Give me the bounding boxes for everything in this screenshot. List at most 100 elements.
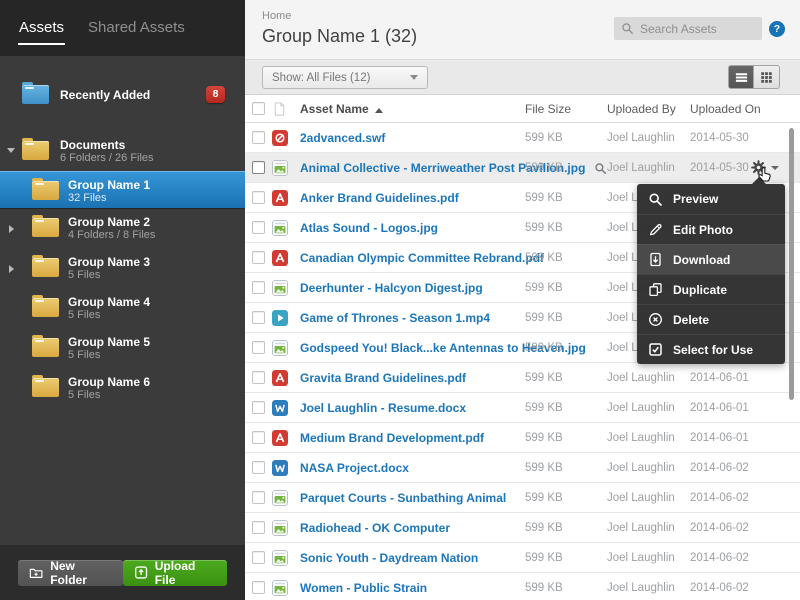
asset-name-link[interactable]: Parquet Courts - Sunbathing Animal (300, 491, 507, 505)
row-checkbox[interactable] (252, 551, 265, 564)
grid-view-button[interactable] (754, 65, 780, 89)
folder-label: Group Name 6 (68, 375, 151, 389)
magnifier-icon (648, 192, 663, 207)
table-row[interactable]: Gravita Brand Guidelines.pdf 599 KB Joel L… (245, 363, 800, 393)
pdf-file-icon (272, 250, 288, 266)
chevron-right-icon[interactable] (9, 225, 14, 233)
pdf-file-icon (272, 430, 288, 446)
sidebar-item-documents[interactable]: Documents 6 Folders / 26 Files (0, 131, 245, 171)
asset-name-link[interactable]: Gravita Brand Guidelines.pdf (300, 371, 467, 385)
table-header: Asset Name File Size Uploaded By Uploade… (245, 95, 800, 123)
table-row[interactable]: NASA Project.docx 599 KB Joel Laughlin 2014… (245, 453, 800, 483)
table-row[interactable]: Animal Collective - Merriweather Post Pa… (245, 153, 800, 183)
asset-name-link[interactable]: Women - Public Strain (300, 581, 428, 595)
upload-file-button[interactable]: Upload File (122, 559, 227, 587)
row-checkbox[interactable] (252, 341, 265, 354)
vertical-scrollbar[interactable] (789, 128, 794, 400)
menu-item-label: Duplicate (673, 282, 728, 297)
asset-name-link[interactable]: Canadian Olympic Committee Rebrand.pdf (300, 251, 545, 265)
file-size-cell: 599 KB (525, 582, 563, 594)
asset-name-link[interactable]: Joel Laughlin - Resume.docx (300, 401, 467, 415)
row-actions-button[interactable] (750, 159, 779, 176)
table-row[interactable]: Women - Public Strain 599 KB Joel Laughlin… (245, 573, 800, 600)
uploaded-by-cell: Joel Laughlin (607, 522, 675, 534)
table-row[interactable]: Medium Brand Development.pdf 599 KB Joel L… (245, 423, 800, 453)
row-checkbox[interactable] (252, 191, 265, 204)
row-checkbox[interactable] (252, 131, 265, 144)
asset-name-link[interactable]: Atlas Sound - Logos.jpg (300, 221, 438, 235)
row-checkbox[interactable] (252, 401, 265, 414)
uploaded-by-cell: Joel Laughlin (607, 402, 675, 414)
chevron-down-icon[interactable] (7, 148, 15, 153)
list-view-button[interactable] (728, 65, 754, 89)
breadcrumb[interactable]: Home (262, 10, 292, 22)
row-checkbox[interactable] (252, 521, 265, 534)
table-row[interactable]: Game of Thrones - Season 1.mp4 599 KB Joel… (245, 303, 800, 333)
row-checkbox[interactable] (252, 581, 265, 594)
search-input[interactable] (640, 21, 755, 36)
sidebar-item-group-name-1[interactable]: Group Name 1 32 Files (0, 171, 245, 208)
menu-item-delete[interactable]: Delete (637, 304, 785, 334)
tab-shared-assets[interactable]: Shared Assets (88, 19, 185, 36)
jpg-file-icon (272, 490, 288, 506)
asset-name-link[interactable]: 2advanced.swf (300, 131, 386, 145)
asset-name-link[interactable]: Medium Brand Development.pdf (300, 431, 485, 445)
row-checkbox[interactable] (252, 311, 265, 324)
menu-item-label: Delete (673, 312, 710, 327)
column-uploaded-by[interactable]: Uploaded By (607, 102, 676, 116)
menu-item-label: Preview (673, 192, 719, 206)
menu-item-label: Download (673, 252, 731, 267)
table-row[interactable]: 2advanced.swf 599 KB Joel Laughlin 2014-05-… (245, 123, 800, 153)
row-checkbox[interactable] (252, 371, 265, 384)
asset-name-link[interactable]: Anker Brand Guidelines.pdf (300, 191, 459, 205)
asset-name-link[interactable]: Sonic Youth - Daydream Nation (300, 551, 479, 565)
select-all-checkbox[interactable] (252, 102, 265, 115)
asset-name-link[interactable]: NASA Project.docx (300, 461, 409, 475)
chevron-right-icon[interactable] (9, 265, 14, 273)
show-filter-dropdown[interactable]: Show: All Files (12) (262, 66, 428, 89)
jpg-file-icon (272, 220, 288, 236)
row-checkbox[interactable] (252, 281, 265, 294)
table-row[interactable]: Joel Laughlin - Resume.docx 599 KB Joel La… (245, 393, 800, 423)
asset-name-link[interactable]: Radiohead - OK Computer (300, 521, 451, 535)
asset-name-link[interactable]: Game of Thrones - Season 1.mp4 (300, 311, 491, 325)
table-row[interactable]: Parquet Courts - Sunbathing Animal 599 KB… (245, 483, 800, 513)
asset-name-link[interactable]: Deerhunter - Halcyon Digest.jpg (300, 281, 483, 295)
menu-item-duplicate[interactable]: Duplicate (637, 274, 785, 304)
column-uploaded-on[interactable]: Uploaded On (690, 102, 761, 116)
column-asset-name[interactable]: Asset Name (300, 95, 383, 123)
chevron-down-icon (771, 165, 779, 170)
row-checkbox[interactable] (252, 251, 265, 264)
folder-label: Group Name 3 (68, 255, 151, 269)
sidebar-item-recently-added[interactable]: Recently Added 8 (0, 75, 245, 115)
table-row[interactable]: Sonic Youth - Daydream Nation 599 KB Joel … (245, 543, 800, 573)
folder-label: Group Name 1 (68, 178, 151, 192)
menu-item-preview[interactable]: Preview (637, 184, 785, 214)
new-folder-button[interactable]: New Folder (18, 559, 123, 587)
row-checkbox[interactable] (252, 461, 265, 474)
menu-item-download[interactable]: Download (637, 244, 785, 274)
row-checkbox[interactable] (252, 431, 265, 444)
pencil-icon (648, 222, 663, 237)
help-button[interactable]: ? (769, 21, 785, 37)
asset-name-link[interactable]: Godspeed You! Black...ke Antennas to Hea… (300, 341, 586, 355)
row-checkbox[interactable] (252, 491, 265, 504)
menu-item-select-for-use[interactable]: Select for Use (637, 334, 785, 364)
asset-name-link[interactable]: Animal Collective - Merriweather Post Pa… (300, 161, 586, 175)
column-file-size[interactable]: File Size (525, 102, 572, 116)
row-checkbox[interactable] (252, 221, 265, 234)
preview-zoom-icon[interactable] (594, 162, 607, 175)
table-row[interactable]: Radiohead - OK Computer 599 KB Joel Laughl… (245, 513, 800, 543)
docx-file-icon (272, 400, 288, 416)
file-size-cell: 599 KB (525, 372, 563, 384)
folder-icon (32, 335, 59, 357)
menu-item-edit-photo[interactable]: Edit Photo (637, 214, 785, 244)
row-checkbox[interactable] (252, 161, 265, 174)
tab-assets[interactable]: Assets (18, 11, 66, 45)
